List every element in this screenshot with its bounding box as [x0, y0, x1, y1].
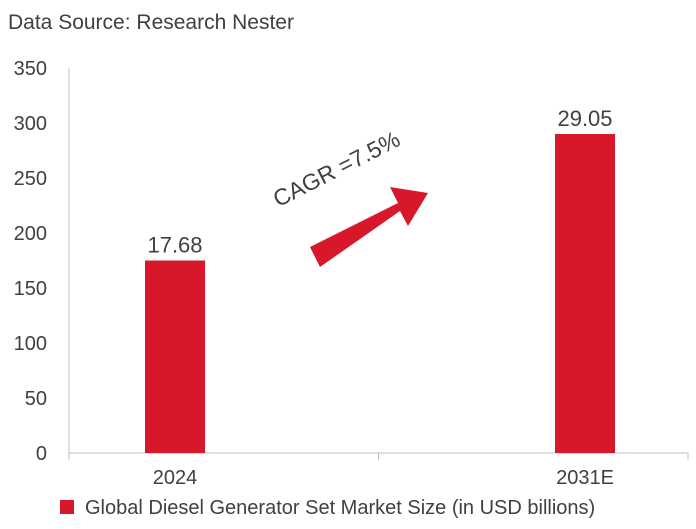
bar-2024: [145, 260, 205, 453]
cagr-annotation: CAGR =7.5%: [269, 126, 404, 212]
y-tick-label: 0: [36, 443, 47, 465]
x-tick-label: 2024: [153, 467, 198, 489]
data-label-2024: 17.68: [147, 233, 202, 258]
x-axis-ticks: 2024 2031E: [68, 453, 689, 489]
bar-2031E: [555, 134, 615, 453]
data-label-2031E: 29.05: [557, 106, 612, 131]
bars: [145, 134, 615, 453]
y-tick-label: 50: [25, 388, 47, 410]
y-tick-label: 250: [14, 168, 47, 190]
legend: Global Diesel Generator Set Market Size …: [60, 497, 595, 519]
y-axis-ticks: 0 50 100 150 200 250 300 350: [14, 58, 47, 465]
data-labels: 17.68 29.05: [147, 106, 612, 258]
cagr-arrow: [310, 187, 428, 267]
y-tick-label: 150: [14, 278, 47, 300]
legend-swatch: [60, 500, 74, 514]
legend-label: Global Diesel Generator Set Market Size …: [85, 497, 595, 519]
y-tick-label: 100: [14, 333, 47, 355]
cagr-arrow-shape: [310, 187, 428, 267]
y-tick-label: 300: [14, 113, 47, 135]
y-tick-label: 350: [14, 58, 47, 80]
source-text: Data Source: Research Nester: [8, 11, 294, 34]
y-tick-label: 200: [14, 223, 47, 245]
x-tick-label: 2031E: [556, 467, 614, 489]
